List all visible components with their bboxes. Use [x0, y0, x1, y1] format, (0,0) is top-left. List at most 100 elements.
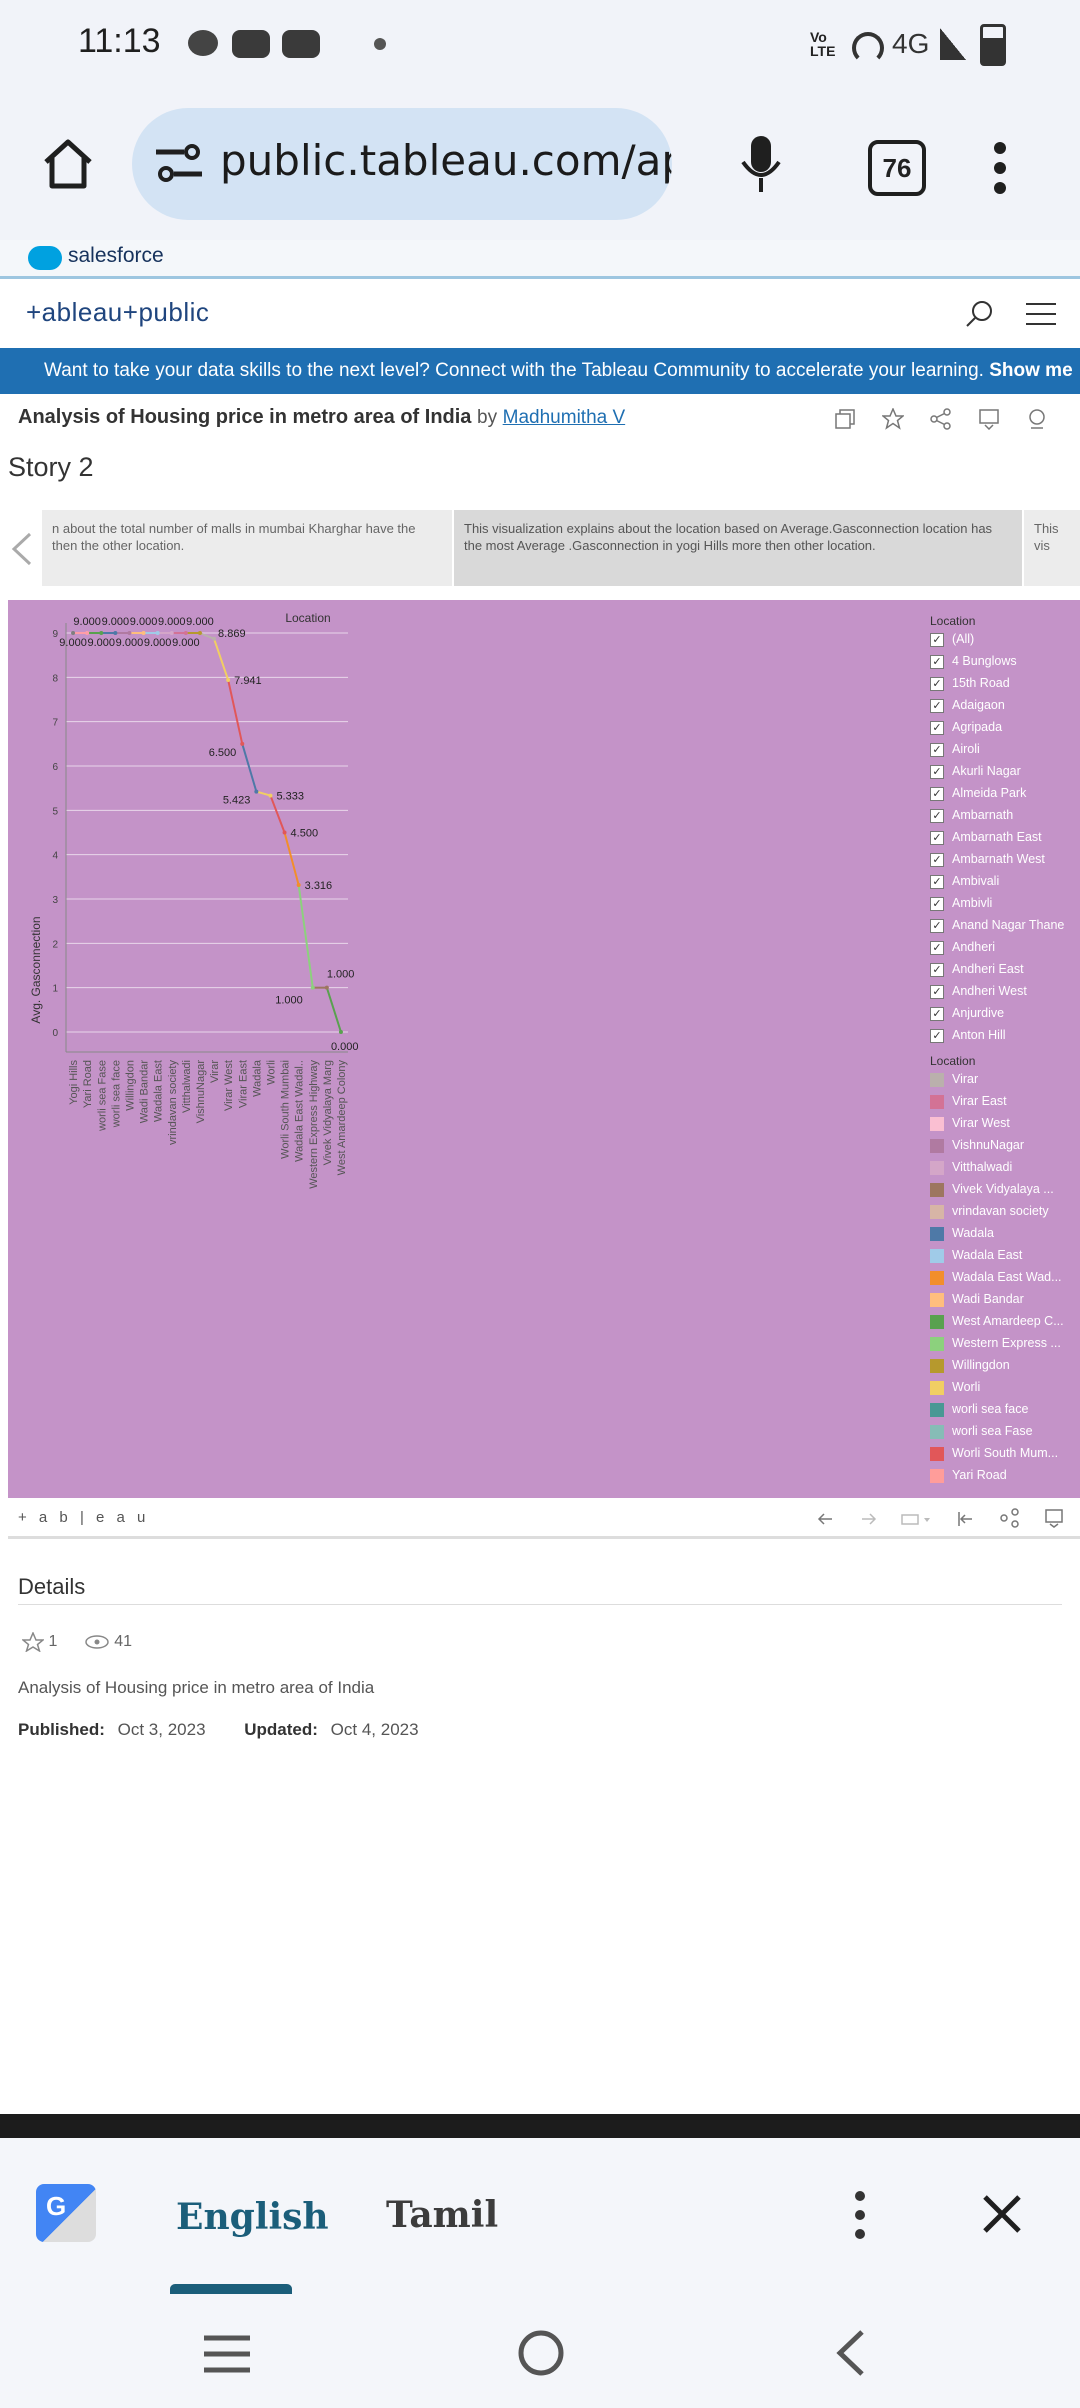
checkbox[interactable]: ✓ [930, 764, 944, 779]
google-translate-icon[interactable]: G [36, 2184, 96, 2242]
checkbox[interactable]: ✓ [930, 1028, 944, 1043]
filter-item[interactable]: ✓ Andheri [930, 936, 1080, 958]
legend-item[interactable]: Virar West [930, 1112, 1080, 1134]
back-icon[interactable] [832, 2328, 868, 2378]
language-tab-tamil[interactable]: Tamil [386, 2194, 499, 2236]
checkbox[interactable]: ✓ [930, 874, 944, 889]
color-swatch [930, 1138, 944, 1153]
legend-item[interactable]: Wadala East [930, 1244, 1080, 1266]
legend-item[interactable]: Vivek Vidyalaya ... [930, 1178, 1080, 1200]
browser-menu-button[interactable] [990, 140, 1010, 201]
legend-item[interactable]: worli sea Fase [930, 1420, 1080, 1442]
search-icon[interactable] [964, 299, 994, 329]
checkbox[interactable]: ✓ [930, 632, 944, 647]
filter-item[interactable]: ✓ (All) [930, 628, 1080, 650]
home-button[interactable] [40, 136, 96, 192]
favorite-icon[interactable] [882, 408, 904, 430]
checkbox[interactable]: ✓ [930, 808, 944, 823]
legend-item[interactable]: Yari Road [930, 1464, 1080, 1486]
legend-item[interactable]: worli sea face [930, 1398, 1080, 1420]
filter-item[interactable]: ✓ Adaigaon [930, 694, 1080, 716]
close-icon[interactable] [982, 2194, 1022, 2234]
legend-item[interactable]: vrindavan society [930, 1200, 1080, 1222]
filter-item[interactable]: ✓ Anjurdive [930, 1002, 1080, 1024]
checkbox[interactable]: ✓ [930, 742, 944, 757]
checkbox[interactable]: ✓ [930, 830, 944, 845]
filter-item[interactable]: ✓ Ambivali [930, 870, 1080, 892]
tab-switcher-button[interactable]: 76 [868, 140, 926, 196]
x-tick-label: Yari Road [82, 1060, 94, 1108]
checkbox[interactable]: ✓ [930, 786, 944, 801]
checkbox[interactable]: ✓ [930, 984, 944, 999]
filter-item[interactable]: ✓ Akurli Nagar [930, 760, 1080, 782]
legend-item[interactable]: Worli [930, 1376, 1080, 1398]
tableau-public-logo[interactable]: +ableau+public [26, 297, 210, 327]
copy-icon[interactable] [834, 408, 856, 430]
voice-search-button[interactable] [736, 130, 786, 200]
recents-icon[interactable] [202, 2334, 252, 2374]
home-nav-icon[interactable] [516, 2328, 566, 2378]
legend-item[interactable]: Wadala East Wad... [930, 1266, 1080, 1288]
download-icon[interactable] [1044, 1508, 1064, 1528]
story-point[interactable]: This vis [1024, 510, 1080, 586]
url-bar[interactable]: public.tableau.com/app/pr [132, 108, 672, 220]
checkbox[interactable]: ✓ [930, 852, 944, 867]
legend-item[interactable]: Worli South Mum... [930, 1442, 1080, 1464]
filter-item[interactable]: ✓ Agripada [930, 716, 1080, 738]
filter-item[interactable]: ✓ Airoli [930, 738, 1080, 760]
story-point-active[interactable]: This visualization explains about the lo… [454, 510, 1022, 586]
checkbox[interactable]: ✓ [930, 654, 944, 669]
share-icon[interactable] [1000, 1508, 1020, 1528]
legend-item[interactable]: Western Express ... [930, 1332, 1080, 1354]
hamburger-menu-icon[interactable] [1026, 301, 1056, 327]
legend-item[interactable]: Virar [930, 1068, 1080, 1090]
legend-item[interactable]: Vitthalwadi [930, 1156, 1080, 1178]
legend-item[interactable]: Wadala [930, 1222, 1080, 1244]
legend-list[interactable]: Virar Virar East Virar West VishnuNagar Vitt… [930, 1068, 1080, 1488]
checkbox[interactable]: ✓ [930, 1006, 944, 1021]
story-point[interactable]: n about the total number of malls in mum… [42, 510, 452, 586]
filter-item[interactable]: ✓ Anton Hill [930, 1024, 1080, 1046]
site-settings-icon[interactable] [154, 142, 204, 186]
legend-item[interactable]: West Amardeep C... [930, 1310, 1080, 1332]
filter-item[interactable]: ✓ Ambarnath East [930, 826, 1080, 848]
checkbox[interactable]: ✓ [930, 896, 944, 911]
legend-item[interactable]: VishnuNagar [930, 1134, 1080, 1156]
legend-item[interactable]: Virar East [930, 1090, 1080, 1112]
revert-icon[interactable] [956, 1510, 974, 1528]
filter-item[interactable]: ✓ 15th Road [930, 672, 1080, 694]
filter-item[interactable]: ✓ Ambivli [930, 892, 1080, 914]
tableau-brand[interactable]: + a b | e a u [18, 1509, 150, 1526]
replay-icon[interactable] [900, 1510, 930, 1528]
fullscreen-icon[interactable] [1026, 408, 1048, 430]
filter-item[interactable]: ✓ Ambarnath [930, 804, 1080, 826]
filter-item[interactable]: ✓ Anand Nagar Thane [930, 914, 1080, 936]
star-icon[interactable] [20, 1631, 46, 1653]
checkbox[interactable]: ✓ [930, 676, 944, 691]
checkbox[interactable]: ✓ [930, 962, 944, 977]
chevron-left-icon[interactable] [10, 532, 34, 566]
download-icon[interactable] [978, 408, 1000, 430]
data-label: 1.000 [275, 995, 303, 1007]
legend-item[interactable]: Willingdon [930, 1354, 1080, 1376]
checkbox[interactable]: ✓ [930, 698, 944, 713]
salesforce-label[interactable]: salesforce [68, 244, 164, 267]
filter-item[interactable]: ✓ Almeida Park [930, 782, 1080, 804]
legend-item[interactable]: Wadi Bandar [930, 1288, 1080, 1310]
undo-icon[interactable] [816, 1510, 834, 1528]
filter-item[interactable]: ✓ Ambarnath West [930, 848, 1080, 870]
filter-item[interactable]: ✓ 4 Bunglows [930, 650, 1080, 672]
language-tab-english[interactable]: English [176, 2196, 329, 2238]
filter-item[interactable]: ✓ Andheri East [930, 958, 1080, 980]
checkbox[interactable]: ✓ [930, 720, 944, 735]
filter-list[interactable]: ✓ (All) ✓ 4 Bunglows ✓ 15th Road ✓ Adaigaon ✓ Agr… [930, 628, 1080, 1058]
checkbox[interactable]: ✓ [930, 940, 944, 955]
x-tick-label: Virar [209, 1060, 221, 1083]
author-link[interactable]: Madhumitha V [502, 407, 626, 428]
show-me-link[interactable]: Show me → [989, 360, 1080, 381]
redo-icon[interactable] [860, 1510, 878, 1528]
more-vertical-icon[interactable] [850, 2190, 870, 2240]
share-icon[interactable] [930, 408, 952, 430]
checkbox[interactable]: ✓ [930, 918, 944, 933]
filter-item[interactable]: ✓ Andheri West [930, 980, 1080, 1002]
